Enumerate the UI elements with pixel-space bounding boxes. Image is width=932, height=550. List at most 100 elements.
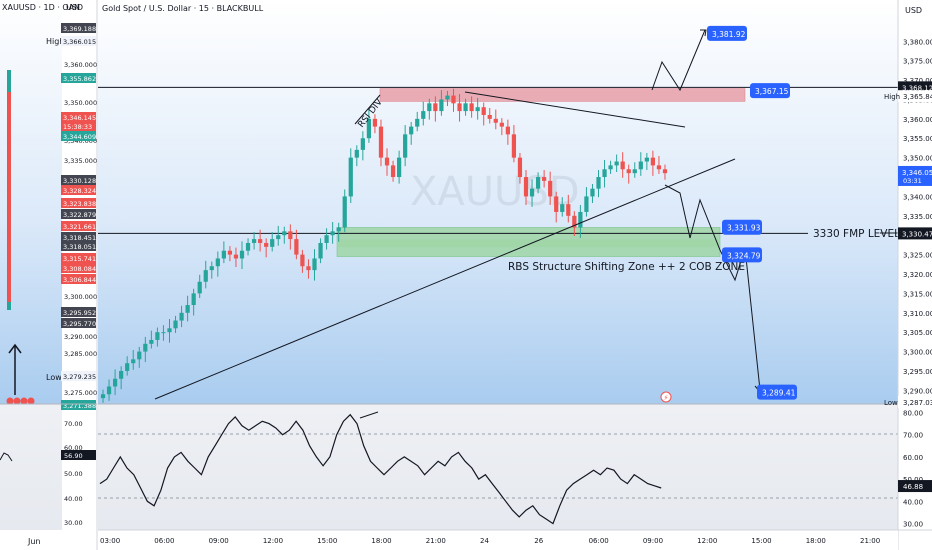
time-tick-label: 26 <box>534 537 543 545</box>
rsi-div-line[interactable] <box>354 94 381 125</box>
price-callout-box[interactable] <box>707 25 747 41</box>
candle-up <box>596 177 601 189</box>
zone-label: RBS Structure Shifting Zone ++ 2 COB ZON… <box>508 261 745 273</box>
candle-down <box>300 254 305 267</box>
candle-down <box>457 103 462 112</box>
rsi-tick-label: 40.00 <box>903 498 923 506</box>
rsi-div-trendline[interactable] <box>359 411 379 419</box>
demand-zone-lower[interactable] <box>337 239 720 248</box>
bullish-projection-path[interactable] <box>651 29 706 92</box>
candle-down <box>493 118 498 123</box>
left-price-tag-text: 3,346.145 <box>63 114 96 122</box>
left-x-label: Jun <box>27 537 41 546</box>
candle-down <box>294 239 299 255</box>
price-callout[interactable]: 3,324.79 <box>722 247 762 263</box>
rsi-line[interactable] <box>99 413 662 525</box>
price-callout-box[interactable] <box>750 83 790 99</box>
rsi-value-tag <box>898 480 932 493</box>
left-price-tag-text: 3,295.770 <box>63 320 96 328</box>
axis-tag-label: High <box>884 93 900 101</box>
candle-down <box>487 114 492 119</box>
time-axis[interactable]: 03:00 06:00 09:00 12:00 15:00 18:00 21:00 24 26 0… <box>98 529 932 550</box>
left-price-tag-text: 3,308.084 <box>63 265 96 273</box>
candle-up <box>203 270 208 282</box>
candle-down <box>511 134 517 158</box>
left-price-tag <box>61 241 96 251</box>
time-tick-label: 21:00 <box>426 537 446 545</box>
left-price-tag <box>61 112 96 122</box>
left-tick-label: 3,335.000 <box>64 157 97 165</box>
candle-down <box>572 215 577 228</box>
candle-up <box>221 250 226 259</box>
left-tick-label: 3,300.000 <box>64 293 97 301</box>
time-tick-label: 03:00 <box>100 537 120 545</box>
left-price-tag-text: 3,315.741 <box>63 255 96 263</box>
left-panel: XAUUSD · 1D · OAN USD High Low Jun 3,360… <box>0 0 98 550</box>
candle-down <box>662 169 668 174</box>
candle-up <box>445 95 450 100</box>
candle-down <box>390 165 396 178</box>
candle-up <box>584 196 589 212</box>
left-price-tag-text: 3,322.879 <box>63 211 96 219</box>
rsi-tick-label: 30.00 <box>903 521 923 529</box>
rsi-tick-label: 70.00 <box>903 432 923 440</box>
price-callout-box[interactable] <box>722 247 762 263</box>
price-callout-text: 3,324.79 <box>727 251 761 260</box>
left-tick-label: 3,275.000 <box>64 389 97 397</box>
price-callout[interactable]: 3,289.41 <box>757 384 797 400</box>
left-rsi-axis: 70.00 60.00 50.00 40.00 30.00 56.90 <box>61 420 96 527</box>
price-callouts[interactable]: 3,381.92 3,367.15 3,331.93 3,324.79 3,289.41 <box>707 25 797 400</box>
left-price-tag <box>61 221 96 231</box>
axis-tag-countdown: 03:31 <box>903 177 922 185</box>
left-rsi-value-text: 56.90 <box>64 452 83 460</box>
candle-down <box>505 126 510 135</box>
price-tick-label: 3,380.00 <box>903 38 932 46</box>
main-chart-pane[interactable]: Gold Spot / U.S. Dollar · 15 · BLACKBULL… <box>98 0 900 530</box>
event-bolt-icon[interactable] <box>660 391 672 403</box>
candle-up <box>360 138 365 150</box>
price-tick-label: 3,355.00 <box>903 135 932 143</box>
left-low-label: Low <box>46 373 62 382</box>
left-rsi-value-tag <box>61 450 96 460</box>
candle-up <box>185 305 190 313</box>
left-price-tag <box>61 23 96 33</box>
left-price-tag <box>61 185 96 195</box>
price-callout-text: 3,367.15 <box>755 87 789 96</box>
candle-up <box>535 177 541 189</box>
left-tick-label: 3,360.000 <box>64 61 97 69</box>
chart-title[interactable]: Gold Spot / U.S. Dollar · 15 · BLACKBULL <box>102 4 264 13</box>
price-callout-box[interactable] <box>722 219 762 235</box>
candle-down <box>554 196 559 212</box>
left-price-tag <box>61 253 96 263</box>
price-callout-box[interactable] <box>757 384 797 400</box>
descending-trendline[interactable] <box>464 91 686 128</box>
left-price-tag <box>61 198 96 208</box>
candle-down <box>384 157 390 166</box>
arrow-head-icon <box>8 343 22 354</box>
supply-zone[interactable] <box>379 88 746 102</box>
price-axis[interactable]: USD 3,380.003,375.003,370.003,365.003,36… <box>884 0 932 550</box>
left-price-tag <box>61 131 96 141</box>
price-callout[interactable]: 3,367.15 <box>750 83 790 99</box>
left-price-tag <box>61 232 96 242</box>
left-price-tag-text: 3,323.838 <box>63 200 96 208</box>
time-tick-label: 24 <box>480 537 489 545</box>
left-symbol[interactable]: XAUUSD · 1D · OAN <box>2 3 80 12</box>
rsi-pane <box>98 411 898 525</box>
price-tick-label: 3,290.00 <box>903 387 932 395</box>
price-callout-text: 3,331.93 <box>727 224 761 233</box>
candle-up <box>529 188 535 197</box>
time-tick-label: 06:00 <box>589 537 609 545</box>
time-axis-ticks: 03:00 06:00 09:00 12:00 15:00 18:00 21:00 24 26 0… <box>100 537 880 545</box>
ascending-trendline[interactable] <box>154 158 736 400</box>
left-price-tag-text: 3,355.862 <box>63 75 96 83</box>
left-price-tag <box>61 263 96 273</box>
price-callout[interactable]: 3,381.92 <box>707 25 747 41</box>
left-price-tag-text: 3,344.609 <box>63 133 96 141</box>
candle-up <box>354 149 359 158</box>
axis-tag-value: 3,287.03 <box>903 399 932 407</box>
price-callout[interactable]: 3,331.93 <box>722 219 762 235</box>
